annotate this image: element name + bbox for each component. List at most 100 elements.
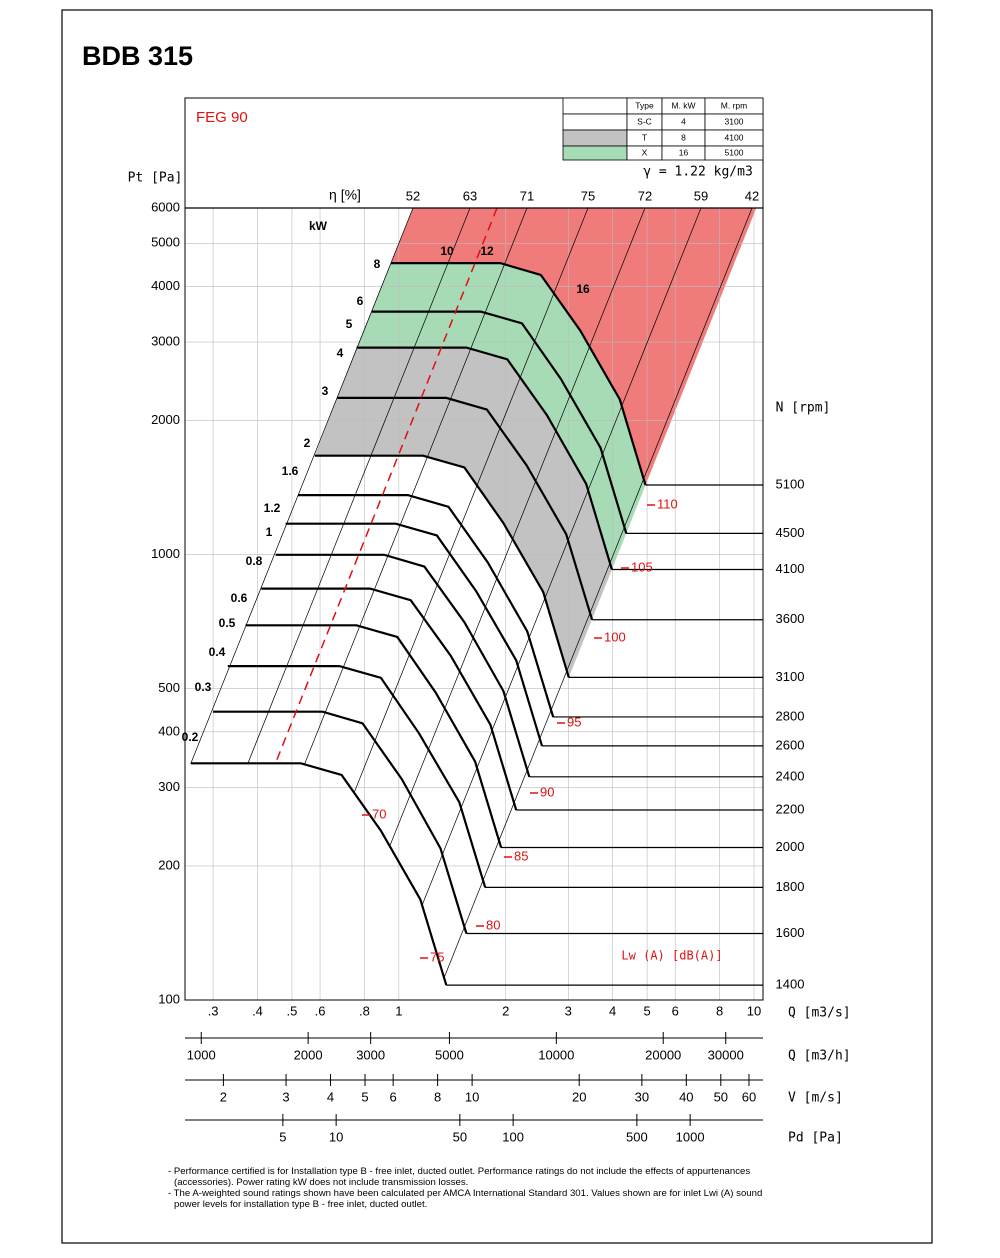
secondary-tick-label: 4 [327, 1089, 334, 1104]
y-tick-label: 100 [158, 991, 180, 1006]
power-label: 0.8 [246, 554, 263, 568]
x-tick-label: 6 [672, 1003, 679, 1018]
secondary-tick-label: 50 [453, 1129, 467, 1144]
table-value: X [642, 147, 648, 157]
secondary-tick-label: 5 [361, 1089, 368, 1104]
sound-label: 100 [604, 629, 626, 644]
regions [314, 208, 757, 678]
y-tick-label: 300 [158, 779, 180, 794]
rpm-curve [337, 396, 594, 621]
outer-border [61, 9, 933, 1244]
x-tick-label: .8 [359, 1003, 370, 1018]
x-tick-label: .5 [286, 1003, 297, 1018]
secondary-tick-label: 10000 [538, 1047, 574, 1062]
x-tick-label: .6 [315, 1003, 326, 1018]
rpm-curve [227, 665, 487, 888]
power-label: 0.3 [195, 680, 212, 694]
rpm-label: 2600 [776, 737, 805, 752]
y-tick-label: 500 [158, 680, 180, 695]
power-label: 1 [266, 525, 273, 539]
efficiency-line [303, 207, 528, 766]
power-label: 10 [440, 244, 454, 258]
table-value: 8 [681, 132, 686, 142]
efficiency-line [190, 207, 414, 765]
model-table: Type M. kW M. rpm S-C 4 3100 T 8 4100 X 16 5100 [562, 97, 764, 161]
rpm-label: 4500 [776, 525, 805, 540]
table-value: T [642, 132, 647, 142]
table-value: 3100 [725, 116, 744, 126]
power-label: 3 [322, 384, 329, 398]
rpm-curve [191, 762, 448, 986]
rpm-label: 4100 [776, 561, 805, 576]
note: - The A-weighted sound ratings shown hav… [168, 1188, 763, 1210]
efficiency-label: 42 [745, 188, 759, 203]
power-label: 2 [304, 436, 311, 450]
efficiency-label: 75 [581, 188, 595, 203]
efficiency-line [247, 207, 471, 765]
table-value: 4100 [725, 132, 744, 142]
power-label: 5 [346, 317, 353, 331]
table-cell [562, 129, 628, 147]
secondary-tick-label: 6 [390, 1089, 397, 1104]
power-label: 1.6 [282, 464, 299, 478]
power-label: 0.4 [209, 645, 226, 659]
efficiency-line [421, 207, 702, 907]
limit-region [390, 208, 757, 485]
sound-label: 80 [486, 917, 500, 932]
x-tick-label: 1 [395, 1003, 402, 1018]
secondary-tick-label: 5000 [435, 1047, 464, 1062]
sound-label: 105 [631, 559, 653, 574]
rpm-label: 3600 [776, 611, 805, 626]
x-tick-label: 4 [609, 1003, 616, 1018]
sound-label: 90 [540, 784, 554, 799]
efficiency-line [443, 207, 753, 979]
optimum-line [275, 207, 498, 763]
rpm-curve [371, 310, 628, 534]
sound-label: 85 [514, 848, 528, 863]
rpm-curve [275, 553, 531, 778]
secondary-tick-label: 1000 [187, 1047, 216, 1062]
sound-label: 70 [372, 806, 386, 821]
efficiency-label: 52 [406, 188, 420, 203]
y-tick-label: 2000 [151, 412, 180, 427]
table-cell [562, 97, 628, 115]
rpm-curve [285, 522, 544, 747]
rpm-curve [213, 710, 468, 934]
y-tick-label: 1000 [151, 546, 180, 561]
rpm-label: 2200 [776, 801, 805, 816]
table-header: Type [635, 100, 654, 110]
table-value: 4 [681, 116, 686, 126]
secondary-tick-label: 2 [220, 1089, 227, 1104]
x-tick-label: .3 [208, 1003, 219, 1018]
table-header: M. kW [671, 100, 695, 110]
secondary-tick-label: 2000 [294, 1047, 323, 1062]
secondary-tick-label: 30000 [708, 1047, 744, 1062]
secondary-tick-label: 8 [434, 1089, 441, 1104]
power-label: 0.5 [219, 616, 236, 630]
power-label: 8 [374, 257, 381, 271]
power-label: 0.6 [231, 591, 248, 605]
model-region [356, 263, 646, 570]
secondary-axis-label: Q [m3/h] [788, 1049, 851, 1064]
secondary-tick-label: 5 [279, 1129, 286, 1144]
chart-title: BDB 315 [82, 41, 193, 71]
secondary-tick-label: 100 [502, 1129, 524, 1144]
table-value: 16 [679, 147, 689, 157]
y-tick-label: 3000 [151, 334, 180, 349]
rpm-curve [356, 346, 613, 570]
secondary-tick-label: 20 [572, 1089, 586, 1104]
efficiency-line [389, 207, 646, 848]
plot-frame [184, 97, 764, 1001]
y-tick-label: 400 [158, 723, 180, 738]
secondary-tick-label: 1000 [676, 1129, 705, 1144]
rpm-label: 2400 [776, 768, 805, 783]
power-label: 12 [480, 244, 494, 258]
y-tick-label: 6000 [151, 199, 180, 214]
x-tick-label: 10 [747, 1003, 761, 1018]
rpm-curve [314, 454, 570, 678]
model-region [314, 347, 612, 678]
table-cell [562, 145, 628, 161]
power-label: 6 [357, 294, 364, 308]
secondary-tick-label: 3 [282, 1089, 289, 1104]
